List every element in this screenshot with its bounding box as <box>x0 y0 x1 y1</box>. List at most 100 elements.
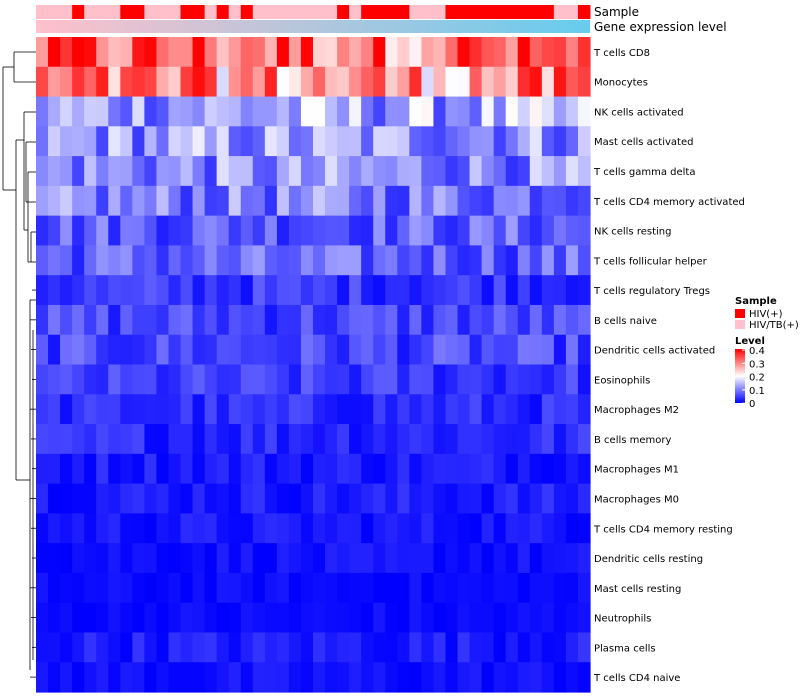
heatmap-cell <box>60 513 73 544</box>
heatmap-cell <box>445 394 459 425</box>
heatmap-cell <box>325 126 338 157</box>
heatmap-cell <box>228 66 242 98</box>
heatmap-cell <box>397 394 410 425</box>
heatmap-cell <box>276 96 290 127</box>
heatmap-cell <box>445 453 459 485</box>
heatmap-cell <box>421 245 435 276</box>
heatmap-cell <box>108 245 121 276</box>
heatmap-cell <box>505 453 519 485</box>
heatmap-cell <box>397 513 410 544</box>
heatmap-cell <box>168 364 182 395</box>
heatmap-cell <box>84 37 97 68</box>
heatmap-cell <box>505 245 519 276</box>
row-label: Dendritic cells resting <box>594 554 703 565</box>
heatmap-cell <box>168 156 182 187</box>
heatmap-cell <box>397 364 410 395</box>
heatmap-cell <box>505 304 519 336</box>
heatmap-cell <box>240 483 254 514</box>
heatmap-cell <box>84 215 97 247</box>
gene-expression-bar <box>36 20 590 33</box>
heatmap-cell <box>553 394 567 425</box>
heatmap-cell <box>60 334 73 366</box>
heatmap-cell <box>84 453 97 485</box>
heatmap-cell <box>156 602 170 634</box>
heatmap-cell <box>36 215 49 247</box>
heatmap-cell <box>132 543 145 574</box>
heatmap-cell <box>72 424 85 455</box>
heatmap-cell <box>96 156 109 187</box>
heatmap-cell <box>216 632 230 663</box>
heatmap-cell <box>96 424 109 455</box>
heatmap-cell <box>469 304 483 336</box>
heatmap-cell <box>132 245 145 276</box>
heatmap-cell <box>373 66 386 98</box>
heatmap-cell <box>48 364 61 395</box>
heatmap-cell <box>505 96 519 127</box>
heatmap-cell <box>517 126 531 157</box>
heatmap-cell <box>445 424 459 455</box>
heatmap-cell <box>517 37 531 68</box>
heatmap-cell <box>337 215 350 247</box>
heatmap-cell <box>192 66 206 98</box>
heatmap-cell <box>553 662 567 693</box>
heatmap-cell <box>553 543 567 574</box>
heatmap-cell <box>373 156 386 187</box>
heatmap-cell <box>433 215 447 247</box>
heatmap-cell <box>204 572 218 604</box>
heatmap-cell <box>457 543 471 574</box>
heatmap-cell <box>325 37 338 68</box>
heatmap-cell <box>565 37 579 68</box>
heatmap-cell <box>84 513 97 544</box>
heatmap-cell <box>433 185 447 217</box>
heatmap-cell <box>48 632 61 663</box>
heatmap-cell <box>180 334 194 366</box>
sample-cell <box>325 5 338 19</box>
heatmap-cell <box>445 543 459 574</box>
heatmap-cell <box>325 245 338 276</box>
heatmap-cell <box>577 156 591 187</box>
heatmap-cell <box>457 662 471 693</box>
heatmap-cell <box>421 275 435 306</box>
heatmap-cell <box>553 513 567 544</box>
heatmap-cell <box>577 126 591 157</box>
heatmap-cell <box>397 543 410 574</box>
heatmap-cell <box>228 483 242 514</box>
heatmap-cell <box>529 572 543 604</box>
heatmap-cell <box>180 483 194 514</box>
heatmap-cell <box>204 126 218 157</box>
heatmap-cell <box>409 275 422 306</box>
heatmap-cell <box>204 483 218 514</box>
row-label: Mast cells activated <box>594 137 693 148</box>
heatmap-cell <box>120 156 133 187</box>
heatmap-cell <box>228 602 242 634</box>
heatmap-cell <box>517 483 531 514</box>
heatmap-cell <box>313 126 326 157</box>
heatmap-cell <box>337 334 350 366</box>
heatmap-cell <box>457 632 471 663</box>
heatmap-cell <box>96 275 109 306</box>
heatmap-cell <box>276 513 290 544</box>
heatmap-cell <box>288 304 302 336</box>
sample-cell <box>108 5 121 19</box>
heatmap-cell <box>240 275 254 306</box>
heatmap-cell <box>228 304 242 336</box>
sample-cell <box>288 5 302 19</box>
heatmap-cell <box>517 334 531 366</box>
heatmap-cell <box>60 632 73 663</box>
heatmap-cell <box>240 424 254 455</box>
heatmap-cell <box>565 215 579 247</box>
heatmap-cell <box>288 66 302 98</box>
sample-cell <box>204 5 218 19</box>
heatmap-cell <box>421 66 435 98</box>
heatmap-cell <box>132 304 145 336</box>
heatmap-cell <box>385 66 398 98</box>
heatmap-cell <box>493 96 507 127</box>
heatmap-cell <box>517 602 531 634</box>
heatmap-cell <box>72 334 85 366</box>
heatmap-cell <box>96 572 109 604</box>
heatmap-cell <box>361 453 374 485</box>
heatmap-cell <box>445 185 459 217</box>
heatmap-cell <box>385 275 398 306</box>
heatmap-cell <box>445 66 459 98</box>
heatmap-cell <box>180 245 194 276</box>
